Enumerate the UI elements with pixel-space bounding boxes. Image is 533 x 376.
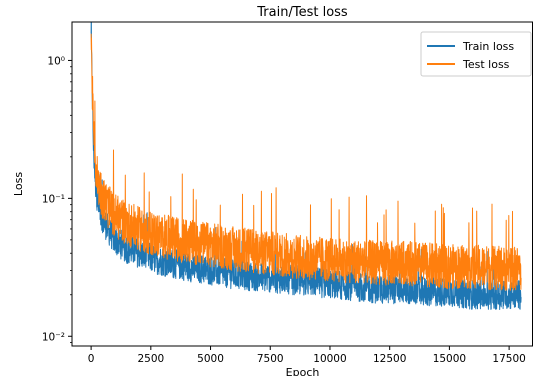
x-tick-label: 7500 xyxy=(257,353,284,365)
y-tick-label: 10⁰ xyxy=(47,55,65,67)
x-tick-label: 17500 xyxy=(492,353,525,365)
y-axis-label: Loss xyxy=(12,172,25,196)
x-tick-label: 0 xyxy=(88,353,95,365)
legend-label-test: Test loss xyxy=(462,58,510,71)
y-tick-label: 10⁻² xyxy=(42,331,65,343)
x-axis-label: Epoch xyxy=(286,366,320,376)
x-tick-label: 5000 xyxy=(197,353,224,365)
x-tick-label: 15000 xyxy=(433,353,466,365)
series-train-loss xyxy=(90,22,522,310)
x-tick-label: 10000 xyxy=(313,353,346,365)
x-axis: 0 2500 5000 7500 10000 12500 15000 17500 xyxy=(88,346,526,365)
legend: Train loss Test loss xyxy=(420,31,532,77)
x-tick-label: 12500 xyxy=(373,353,406,365)
legend-label-train: Train loss xyxy=(462,40,514,53)
y-tick-label: 10⁻¹ xyxy=(42,193,65,205)
series-test-loss xyxy=(90,33,522,291)
series-layer xyxy=(90,22,522,310)
y-axis: 10⁻² 10⁻¹ 10⁰ xyxy=(42,55,72,343)
chart-title: Train/Test loss xyxy=(256,5,348,20)
x-tick-label: 2500 xyxy=(137,353,164,365)
